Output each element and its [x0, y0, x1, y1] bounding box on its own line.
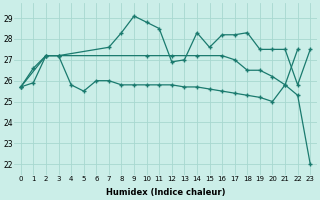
X-axis label: Humidex (Indice chaleur): Humidex (Indice chaleur)	[106, 188, 225, 197]
